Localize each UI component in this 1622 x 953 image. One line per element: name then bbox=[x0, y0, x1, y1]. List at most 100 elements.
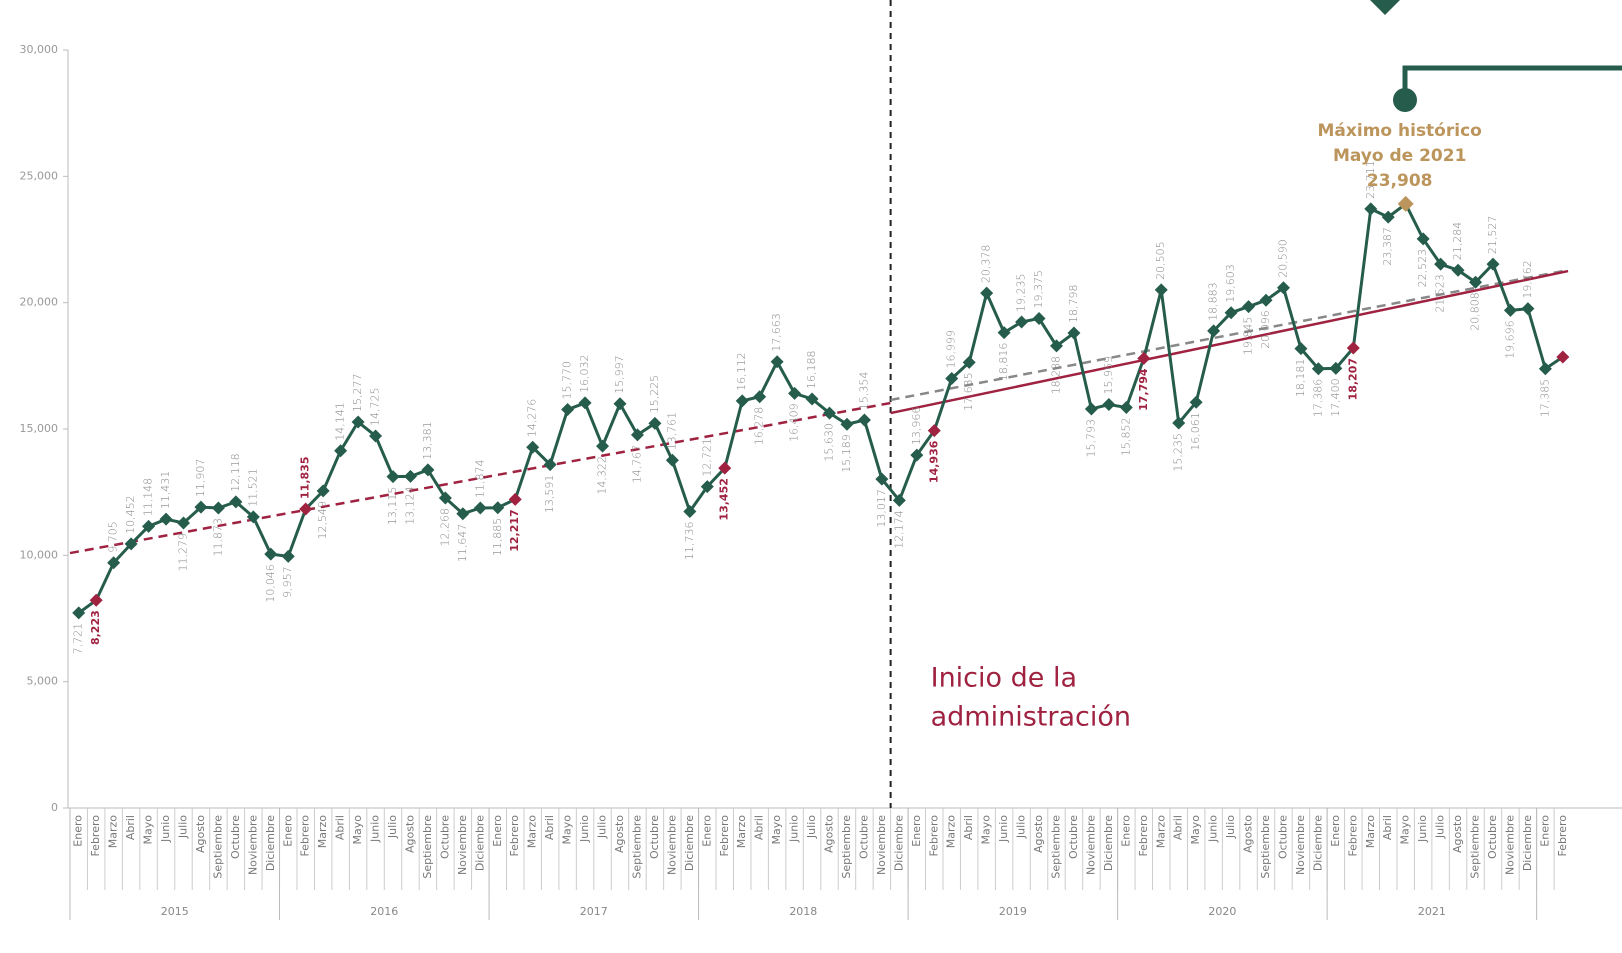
x-tick-label: Agosto bbox=[403, 815, 416, 853]
corner-connector bbox=[1370, 0, 1622, 112]
data-label: 11,907 bbox=[194, 459, 207, 498]
point bbox=[875, 472, 889, 486]
point bbox=[1259, 293, 1273, 307]
point bbox=[927, 424, 941, 438]
x-tick-label: Agosto bbox=[1451, 815, 1464, 853]
x-tick-label: Septiembre bbox=[1259, 815, 1272, 879]
data-label: 21,523 bbox=[1434, 274, 1447, 313]
x-tick-label: Agosto bbox=[823, 815, 836, 853]
point bbox=[351, 415, 365, 429]
x-tick-label: Mayo bbox=[142, 815, 155, 845]
data-label: 17,386 bbox=[1311, 379, 1324, 418]
data-label: 15,793 bbox=[1084, 419, 1097, 458]
data-label: 20,505 bbox=[1154, 241, 1167, 280]
x-tick-label: Diciembre bbox=[892, 815, 905, 871]
x-tick-label: Enero bbox=[1119, 815, 1132, 847]
data-label: 15,225 bbox=[648, 375, 661, 414]
point bbox=[1469, 275, 1483, 289]
x-tick-label: Octubre bbox=[229, 815, 242, 859]
point bbox=[1049, 339, 1063, 353]
year-label: 2017 bbox=[580, 905, 608, 918]
point bbox=[805, 392, 819, 406]
x-tick-label: Julio bbox=[1224, 815, 1237, 839]
point bbox=[630, 428, 644, 442]
x-tick-label: Diciembre bbox=[264, 815, 277, 871]
point bbox=[1346, 341, 1360, 355]
x-tick-label: Febrero bbox=[508, 815, 521, 857]
y-tick-label: 20,000 bbox=[20, 296, 59, 309]
data-label: 11,279 bbox=[176, 533, 189, 572]
x-tick-label: Julio bbox=[176, 815, 189, 839]
x-tick-label: Octubre bbox=[1067, 815, 1080, 859]
data-label: 19,696 bbox=[1503, 320, 1516, 359]
point bbox=[1172, 416, 1186, 430]
x-tick-label: Marzo bbox=[316, 815, 329, 849]
data-label: 11,873 bbox=[211, 518, 224, 557]
x-tick-label: Septiembre bbox=[1469, 815, 1482, 879]
x-tick-label: Junio bbox=[578, 815, 591, 843]
point bbox=[1397, 195, 1414, 212]
point bbox=[491, 501, 505, 515]
y-tick-label: 15,000 bbox=[20, 422, 59, 435]
data-label: 14,141 bbox=[334, 402, 347, 441]
x-tick-label: Octubre bbox=[1276, 815, 1289, 859]
data-label: 10,046 bbox=[264, 564, 277, 603]
point bbox=[823, 406, 837, 420]
x-tick-label: Junio bbox=[159, 815, 172, 843]
x-tick-label: Enero bbox=[700, 815, 713, 847]
data-label: 21,284 bbox=[1451, 222, 1464, 261]
data-label: 17,385 bbox=[1538, 379, 1551, 418]
data-label: 13,591 bbox=[543, 475, 556, 513]
data-label: 23,711 bbox=[1364, 160, 1377, 199]
point bbox=[1224, 306, 1238, 320]
year-label: 2016 bbox=[370, 905, 398, 918]
point bbox=[980, 286, 994, 300]
point bbox=[1503, 303, 1517, 317]
data-label: 20,378 bbox=[980, 245, 993, 284]
x-tick-label: Agosto bbox=[1032, 815, 1045, 853]
point bbox=[1556, 350, 1570, 364]
data-label: 13,381 bbox=[421, 421, 434, 460]
trend-line bbox=[69, 401, 891, 555]
x-tick-label: Septiembre bbox=[840, 815, 853, 879]
year-label: 2018 bbox=[789, 905, 817, 918]
x-tick-label: Marzo bbox=[526, 815, 539, 849]
point bbox=[700, 480, 714, 494]
point bbox=[1207, 324, 1221, 338]
point bbox=[857, 413, 871, 427]
data-label: 17,635 bbox=[962, 372, 975, 411]
point bbox=[753, 390, 767, 404]
point bbox=[1381, 210, 1395, 224]
x-tick-label: Enero bbox=[72, 815, 85, 847]
x-tick-label: Enero bbox=[281, 815, 294, 847]
point bbox=[997, 326, 1011, 340]
data-label: 21,527 bbox=[1486, 216, 1499, 255]
point bbox=[1486, 257, 1500, 271]
point bbox=[1311, 362, 1325, 376]
data-label: 20,590 bbox=[1276, 239, 1289, 278]
data-label: 22,523 bbox=[1416, 249, 1429, 288]
data-label: 18,816 bbox=[997, 343, 1010, 382]
x-tick-label: Julio bbox=[386, 815, 399, 839]
x-tick-label: Abril bbox=[753, 815, 766, 840]
point bbox=[1032, 311, 1046, 325]
data-label: 20,808 bbox=[1469, 292, 1482, 331]
point bbox=[1119, 400, 1133, 414]
data-label: 15,235 bbox=[1172, 433, 1185, 472]
point bbox=[1067, 326, 1081, 340]
x-tick-label: Noviembre bbox=[456, 815, 469, 875]
point bbox=[1084, 402, 1098, 416]
data-label: 12,721 bbox=[700, 438, 713, 477]
year-label: 2019 bbox=[999, 905, 1027, 918]
data-label: 17,794 bbox=[1137, 368, 1150, 411]
year-label: 2020 bbox=[1208, 905, 1236, 918]
data-label: 15,997 bbox=[613, 355, 626, 394]
point bbox=[229, 495, 243, 509]
point bbox=[1154, 283, 1168, 297]
x-tick-label: Febrero bbox=[927, 815, 940, 857]
x-tick-label: Octubre bbox=[1486, 815, 1499, 859]
data-label: 12,549 bbox=[316, 501, 329, 540]
x-tick-label: Marzo bbox=[945, 815, 958, 849]
x-tick-label: Junio bbox=[1207, 815, 1220, 843]
